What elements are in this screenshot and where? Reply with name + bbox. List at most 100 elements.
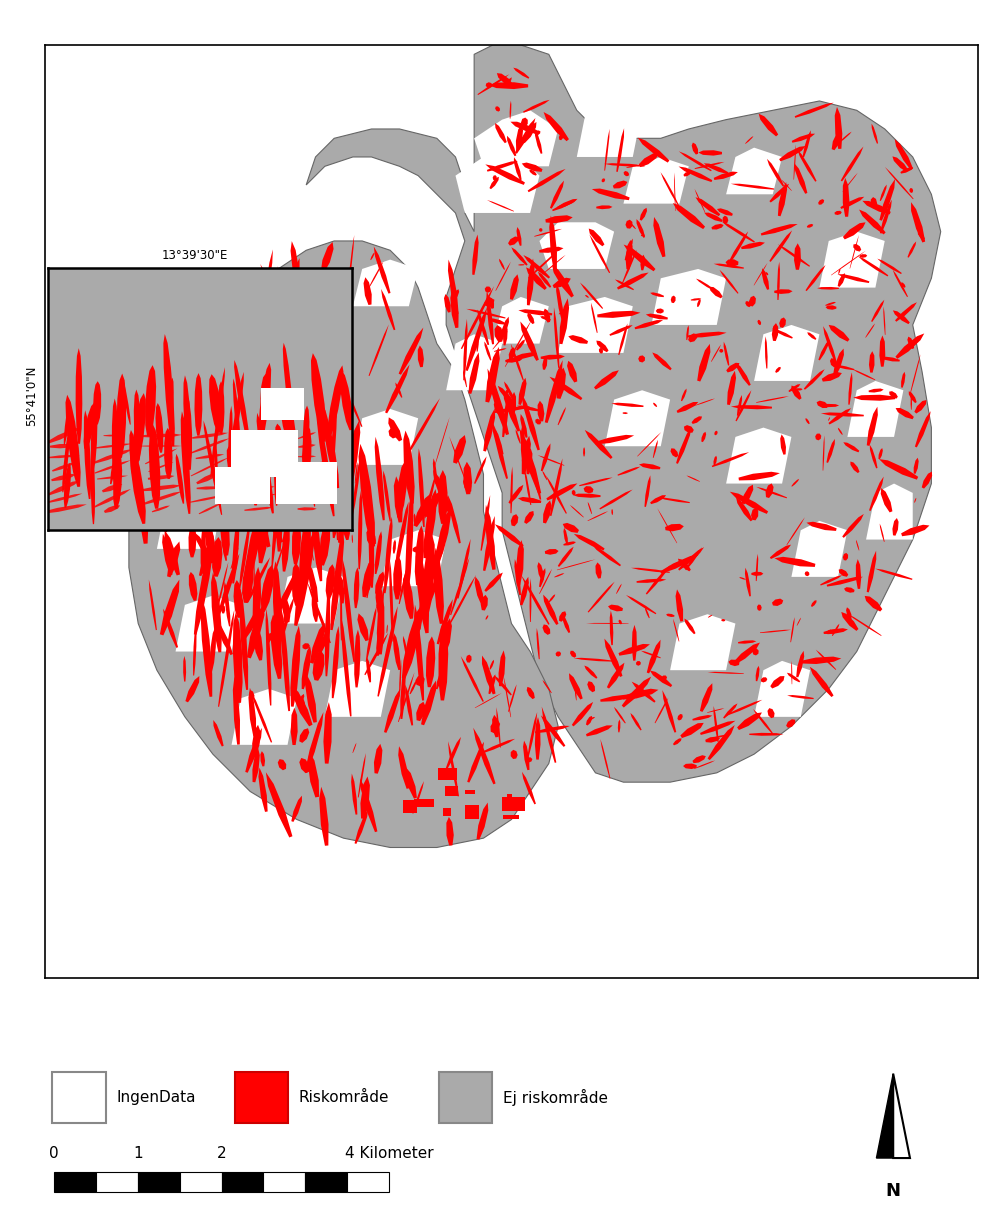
- Polygon shape: [465, 790, 475, 794]
- Polygon shape: [385, 364, 409, 413]
- Polygon shape: [645, 608, 650, 619]
- Polygon shape: [532, 463, 541, 499]
- Polygon shape: [527, 313, 535, 324]
- Polygon shape: [218, 381, 225, 434]
- Polygon shape: [641, 235, 645, 236]
- Polygon shape: [448, 259, 459, 314]
- Polygon shape: [866, 551, 876, 592]
- Polygon shape: [568, 335, 588, 343]
- Polygon shape: [775, 367, 780, 373]
- Polygon shape: [726, 700, 762, 716]
- Polygon shape: [483, 516, 495, 571]
- Polygon shape: [129, 241, 558, 848]
- Polygon shape: [527, 713, 537, 758]
- Polygon shape: [617, 128, 624, 172]
- Polygon shape: [386, 625, 388, 633]
- Polygon shape: [205, 492, 227, 535]
- Polygon shape: [806, 521, 836, 531]
- Polygon shape: [794, 244, 801, 270]
- Polygon shape: [524, 512, 534, 524]
- Polygon shape: [622, 250, 637, 284]
- Polygon shape: [48, 481, 80, 496]
- Bar: [222, 1172, 263, 1191]
- Polygon shape: [141, 491, 183, 505]
- Polygon shape: [826, 438, 835, 463]
- Polygon shape: [794, 163, 807, 194]
- Polygon shape: [637, 219, 645, 238]
- Polygon shape: [757, 320, 761, 325]
- Polygon shape: [529, 169, 537, 175]
- Polygon shape: [62, 430, 70, 492]
- Polygon shape: [52, 463, 75, 471]
- Polygon shape: [546, 475, 567, 514]
- Polygon shape: [416, 702, 425, 721]
- Polygon shape: [358, 753, 366, 798]
- Polygon shape: [465, 805, 478, 820]
- Polygon shape: [699, 150, 722, 156]
- Polygon shape: [914, 400, 926, 414]
- Polygon shape: [433, 548, 444, 624]
- Polygon shape: [199, 503, 221, 514]
- Polygon shape: [879, 459, 918, 480]
- Polygon shape: [364, 632, 388, 675]
- Polygon shape: [321, 242, 333, 273]
- Polygon shape: [751, 571, 763, 576]
- Polygon shape: [631, 713, 642, 731]
- Polygon shape: [511, 392, 516, 415]
- Polygon shape: [449, 436, 468, 488]
- Polygon shape: [487, 369, 509, 435]
- Polygon shape: [495, 524, 524, 547]
- Polygon shape: [306, 45, 941, 782]
- Polygon shape: [787, 695, 813, 699]
- Polygon shape: [616, 583, 622, 594]
- Polygon shape: [610, 325, 633, 336]
- Polygon shape: [625, 239, 633, 261]
- Polygon shape: [589, 229, 605, 246]
- Polygon shape: [543, 680, 552, 693]
- Polygon shape: [507, 135, 516, 156]
- Polygon shape: [537, 628, 540, 659]
- Polygon shape: [645, 475, 651, 507]
- Polygon shape: [731, 406, 772, 409]
- Polygon shape: [575, 686, 577, 700]
- Polygon shape: [310, 622, 325, 664]
- Polygon shape: [250, 691, 272, 743]
- Polygon shape: [796, 650, 804, 677]
- Polygon shape: [592, 189, 630, 200]
- Polygon shape: [476, 331, 479, 352]
- Polygon shape: [219, 464, 230, 508]
- Polygon shape: [542, 357, 547, 370]
- Polygon shape: [282, 342, 292, 420]
- Polygon shape: [202, 424, 210, 441]
- Polygon shape: [149, 580, 157, 630]
- Polygon shape: [398, 672, 414, 722]
- Polygon shape: [311, 456, 328, 546]
- Polygon shape: [828, 408, 851, 425]
- Polygon shape: [483, 408, 495, 452]
- Polygon shape: [234, 580, 243, 618]
- Polygon shape: [712, 224, 724, 229]
- Polygon shape: [403, 800, 417, 814]
- Polygon shape: [91, 449, 95, 524]
- Polygon shape: [586, 716, 593, 726]
- Polygon shape: [543, 471, 548, 480]
- Polygon shape: [252, 448, 264, 529]
- Polygon shape: [508, 236, 519, 246]
- Polygon shape: [302, 406, 309, 459]
- Polygon shape: [450, 558, 469, 615]
- Polygon shape: [298, 512, 311, 598]
- Polygon shape: [219, 284, 235, 345]
- Polygon shape: [484, 298, 494, 306]
- Polygon shape: [366, 529, 375, 547]
- Polygon shape: [679, 151, 712, 172]
- Polygon shape: [848, 373, 852, 404]
- Polygon shape: [612, 509, 613, 515]
- Polygon shape: [242, 398, 254, 440]
- Polygon shape: [893, 1074, 910, 1158]
- Polygon shape: [660, 554, 699, 574]
- Polygon shape: [218, 553, 240, 615]
- Polygon shape: [853, 244, 861, 252]
- Polygon shape: [823, 628, 848, 633]
- Polygon shape: [477, 309, 489, 345]
- Polygon shape: [403, 636, 408, 659]
